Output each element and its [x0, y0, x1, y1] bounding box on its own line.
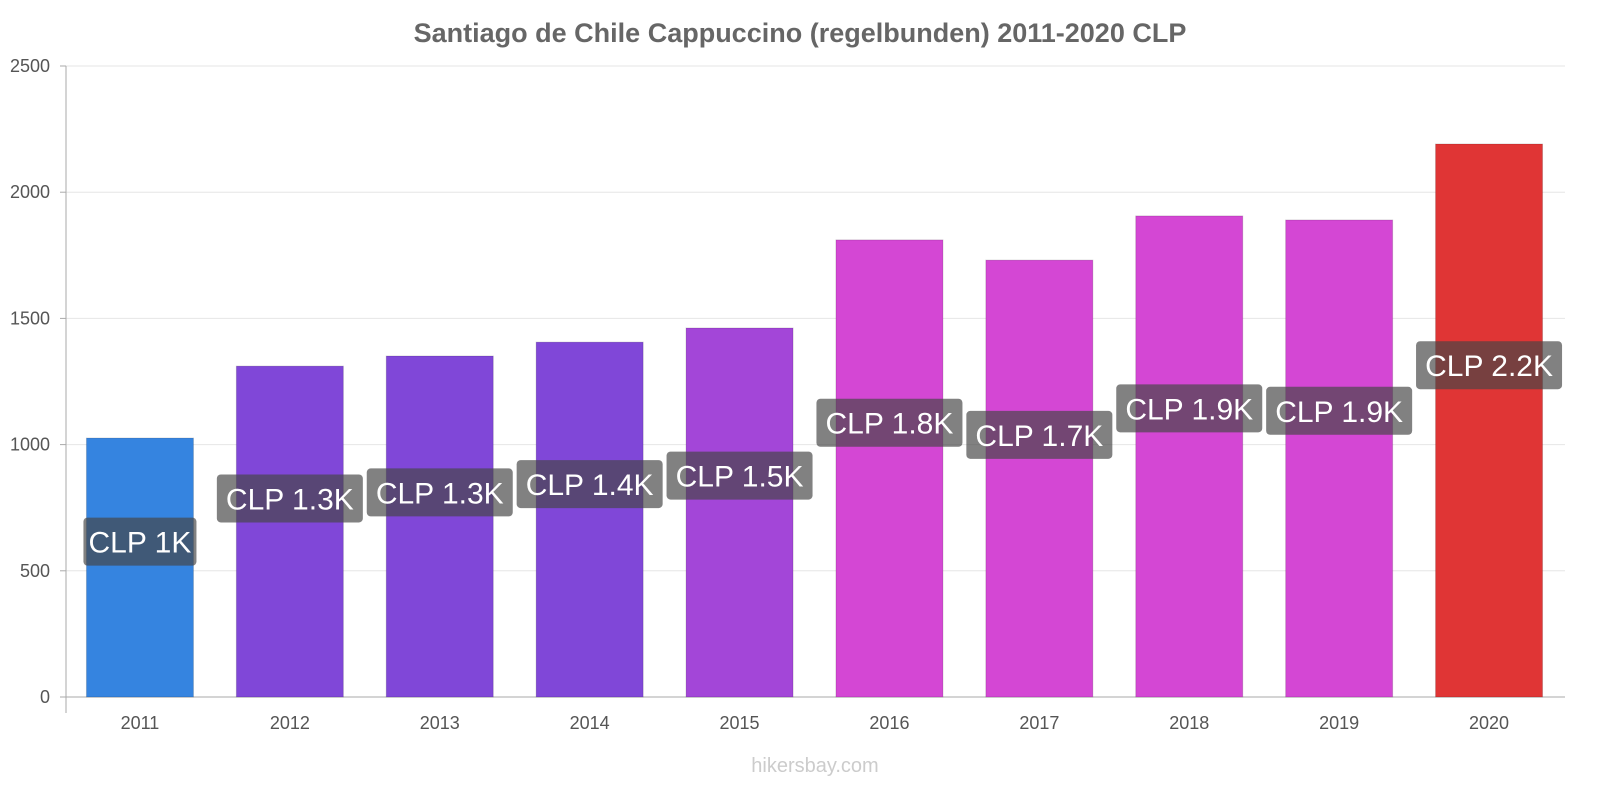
data-label: CLP 1.3K [376, 477, 504, 510]
y-tick-label: 1000 [10, 435, 50, 455]
data-label: CLP 2.2K [1425, 350, 1553, 383]
data-label: CLP 1.3K [226, 483, 354, 516]
data-label-box [966, 410, 1113, 459]
x-tick-label: 2015 [720, 713, 760, 733]
data-label-box [366, 468, 513, 517]
bar-2020 [1435, 143, 1544, 698]
bar-2019 [1285, 219, 1394, 698]
x-tick-label: 2011 [121, 713, 160, 733]
bar-2015 [685, 327, 794, 698]
x-tick-label: 2020 [1469, 713, 1509, 733]
x-tick-label: 2013 [420, 713, 460, 733]
data-label: CLP 1.9K [1125, 393, 1253, 426]
bar-2018 [1135, 215, 1244, 698]
y-tick-label: 0 [40, 687, 50, 707]
y-tick-label: 500 [20, 561, 50, 581]
y-tick-label: 2000 [10, 182, 50, 202]
data-label-box [83, 517, 197, 566]
y-tick-label: 2500 [10, 56, 50, 76]
chart-title: Santiago de Chile Cappuccino (regelbunde… [414, 18, 1187, 48]
x-tick-label: 2014 [570, 713, 610, 733]
data-label-box [816, 398, 963, 447]
watermark: hikersbay.com [751, 755, 878, 777]
y-tick-label: 1500 [10, 308, 50, 328]
data-label-box [1266, 386, 1413, 435]
data-label: CLP 1.4K [526, 469, 654, 502]
data-label-box [1116, 384, 1263, 433]
data-label: CLP 1K [89, 527, 192, 560]
x-tick-label: 2019 [1319, 713, 1359, 733]
bar-2016 [835, 239, 944, 698]
data-label-box [516, 460, 663, 509]
bar-2014 [535, 341, 644, 698]
data-label: CLP 1.9K [1275, 396, 1403, 429]
bar-2011 [85, 437, 194, 698]
data-label-box [216, 474, 363, 523]
x-tick-label: 2018 [1169, 713, 1209, 733]
data-label-box [1416, 341, 1563, 390]
bar-2013 [385, 355, 494, 698]
x-tick-label: 2016 [869, 713, 909, 733]
data-label-box [666, 451, 813, 500]
bar-2012 [235, 365, 344, 698]
data-label: CLP 1.7K [975, 420, 1103, 453]
bar-2017 [985, 259, 1094, 698]
data-label: CLP 1.5K [676, 461, 804, 494]
x-tick-label: 2012 [270, 713, 310, 733]
data-label: CLP 1.8K [826, 408, 954, 441]
x-tick-label: 2017 [1019, 713, 1059, 733]
